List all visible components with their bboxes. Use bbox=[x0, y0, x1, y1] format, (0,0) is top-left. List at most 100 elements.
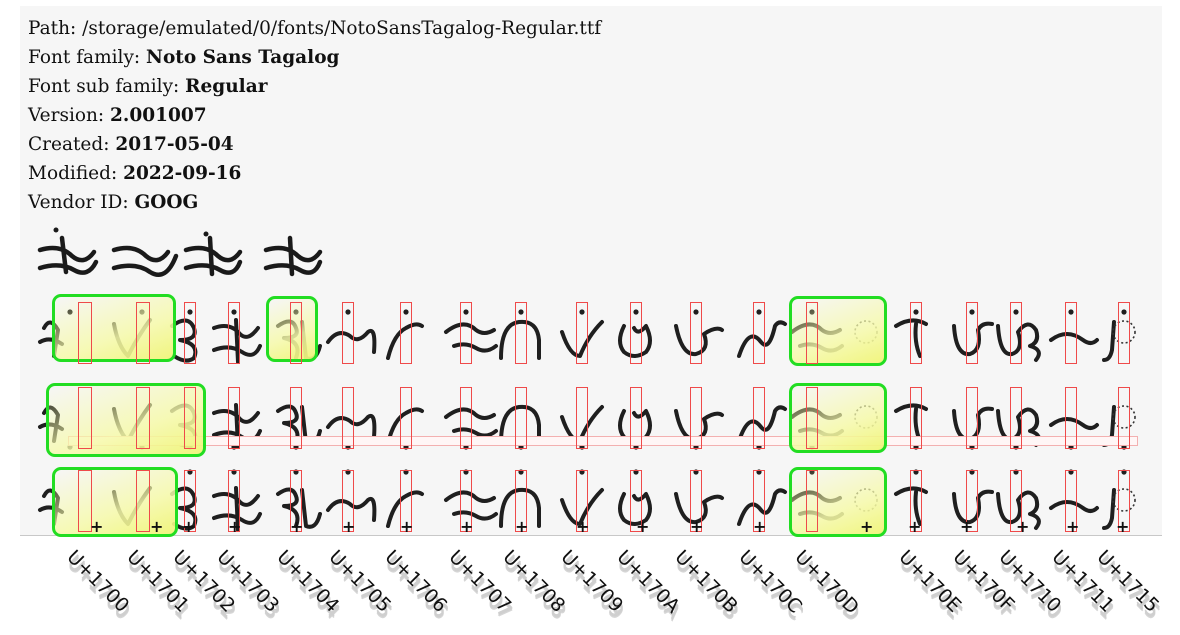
glyph-bounds-box bbox=[290, 302, 302, 364]
combining-mark-indicator: + bbox=[515, 517, 529, 536]
glyph-bounds-box bbox=[966, 387, 978, 449]
glyph-bounds-box bbox=[690, 387, 702, 449]
modified-row: Modified: 2022-09-16 bbox=[28, 159, 601, 188]
sample-glyph-2 bbox=[111, 245, 179, 277]
combining-mark-indicator: + bbox=[908, 517, 922, 536]
glyph-bounds-box bbox=[806, 387, 818, 449]
subfamily-row: Font sub family: Regular bbox=[28, 72, 601, 101]
version-label: Version: bbox=[28, 105, 105, 126]
glyph-u-1708 bbox=[499, 309, 541, 360]
dotted-circle-placeholder bbox=[1112, 405, 1136, 429]
glyph-bounds-box bbox=[460, 470, 472, 532]
combining-mark-indicator: + bbox=[960, 517, 974, 536]
glyph-bounds-box bbox=[515, 302, 527, 364]
combining-mark-indicator: + bbox=[182, 517, 196, 536]
glyph-bounds-box bbox=[1118, 387, 1130, 449]
glyph-bounds-box bbox=[966, 470, 978, 532]
glyph-bounds-box bbox=[342, 302, 354, 364]
glyph-bounds-box bbox=[910, 302, 922, 364]
glyph-bounds-box bbox=[753, 387, 765, 449]
glyph-bounds-box bbox=[136, 302, 150, 364]
combining-mark-indicator: + bbox=[636, 517, 650, 536]
glyph-u-1702 bbox=[170, 309, 198, 363]
glyph-bounds-box bbox=[753, 470, 765, 532]
glyph-bounds-box bbox=[1065, 302, 1077, 364]
modified-label: Modified: bbox=[28, 163, 118, 184]
sample-glyph-1 bbox=[37, 227, 99, 275]
path-value: /storage/emulated/0/fonts/NotoSansTagalo… bbox=[82, 18, 602, 39]
glyph-bounds-box bbox=[136, 387, 150, 449]
glyph-bounds-box bbox=[78, 470, 92, 532]
glyph-bounds-box bbox=[630, 470, 642, 532]
dotted-circle-placeholder bbox=[1112, 320, 1136, 344]
glyph-bounds-box bbox=[515, 387, 527, 449]
glyph-bounds-box bbox=[290, 470, 302, 532]
glyph-u-170f bbox=[952, 309, 994, 357]
ligature-box bbox=[52, 467, 178, 537]
sample-glyph-3 bbox=[183, 231, 243, 277]
glyph-bounds-box bbox=[78, 387, 92, 449]
created-value: 2017-05-04 bbox=[115, 134, 234, 155]
combining-mark-indicator: + bbox=[860, 517, 874, 536]
glyph-bounds-box bbox=[400, 387, 412, 449]
glyph-bounds-box bbox=[690, 470, 702, 532]
glyph-u-1715 bbox=[1102, 309, 1127, 362]
glyph-bounds-box bbox=[630, 302, 642, 364]
vendor-row: Vendor ID: GOOG bbox=[28, 188, 601, 217]
family-row: Font family: Noto Sans Tagalog bbox=[28, 43, 601, 72]
ligature-box bbox=[46, 383, 206, 457]
baseline-divider bbox=[20, 535, 1162, 536]
glyph-bounds-box bbox=[460, 387, 472, 449]
combining-mark-indicator: + bbox=[753, 517, 767, 536]
glyph-bounds-box bbox=[400, 302, 412, 364]
glyph-bounds-box bbox=[966, 302, 978, 364]
dotted-circle-placeholder bbox=[1112, 488, 1136, 512]
version-value: 2.001007 bbox=[110, 105, 207, 126]
glyph-u-1709 bbox=[560, 309, 604, 358]
glyph-u-1706 bbox=[386, 309, 424, 360]
glyph-bounds-box bbox=[1118, 302, 1130, 364]
glyph-bounds-box bbox=[1010, 387, 1022, 449]
glyph-bounds-box bbox=[576, 387, 588, 449]
glyph-bounds-box bbox=[1065, 470, 1077, 532]
combining-mark-indicator: + bbox=[90, 517, 104, 536]
created-row: Created: 2017-05-04 bbox=[28, 130, 601, 159]
ligature-box bbox=[266, 296, 318, 362]
glyph-bounds-box bbox=[342, 470, 354, 532]
ligature-box bbox=[789, 383, 887, 453]
glyph-u-170c bbox=[737, 309, 787, 358]
sample-glyph-line bbox=[37, 227, 323, 277]
sample-glyph-4 bbox=[263, 235, 323, 277]
glyph-bounds-box bbox=[806, 470, 818, 532]
glyph-bounds-box bbox=[460, 302, 472, 364]
combining-mark-indicator: + bbox=[290, 517, 304, 536]
glyph-bounds-box bbox=[184, 387, 196, 449]
combining-mark-indicator: + bbox=[1016, 517, 1030, 536]
glyph-bounds-box bbox=[576, 302, 588, 364]
glyph-bounds-box bbox=[342, 387, 354, 449]
combining-mark-indicator: + bbox=[400, 517, 414, 536]
glyph-bounds-box bbox=[806, 302, 818, 364]
glyph-bounds-box bbox=[228, 302, 240, 364]
glyph-bounds-box bbox=[1010, 470, 1022, 532]
subfamily-value: Regular bbox=[185, 76, 268, 97]
glyph-bounds-box bbox=[910, 387, 922, 449]
glyph-bounds-box bbox=[576, 470, 588, 532]
combining-mark-indicator: + bbox=[150, 517, 164, 536]
glyph-bounds-box bbox=[753, 302, 765, 364]
combining-mark-indicator: + bbox=[1116, 517, 1130, 536]
ligature-box bbox=[789, 296, 887, 366]
glyph-bounds-box bbox=[78, 302, 92, 364]
glyph-bounds-box bbox=[1010, 302, 1022, 364]
ligature-box bbox=[52, 294, 176, 362]
glyph-bounds-box bbox=[1118, 470, 1130, 532]
ligature-box bbox=[789, 467, 887, 537]
glyph-u-170e bbox=[894, 309, 928, 358]
glyph-bounds-box bbox=[630, 387, 642, 449]
combining-mark-indicator: + bbox=[576, 517, 590, 536]
glyph-bounds-box bbox=[910, 470, 922, 532]
glyph-bounds-box bbox=[184, 470, 196, 532]
glyph-bounds-box bbox=[400, 470, 412, 532]
version-row: Version: 2.001007 bbox=[28, 101, 601, 130]
